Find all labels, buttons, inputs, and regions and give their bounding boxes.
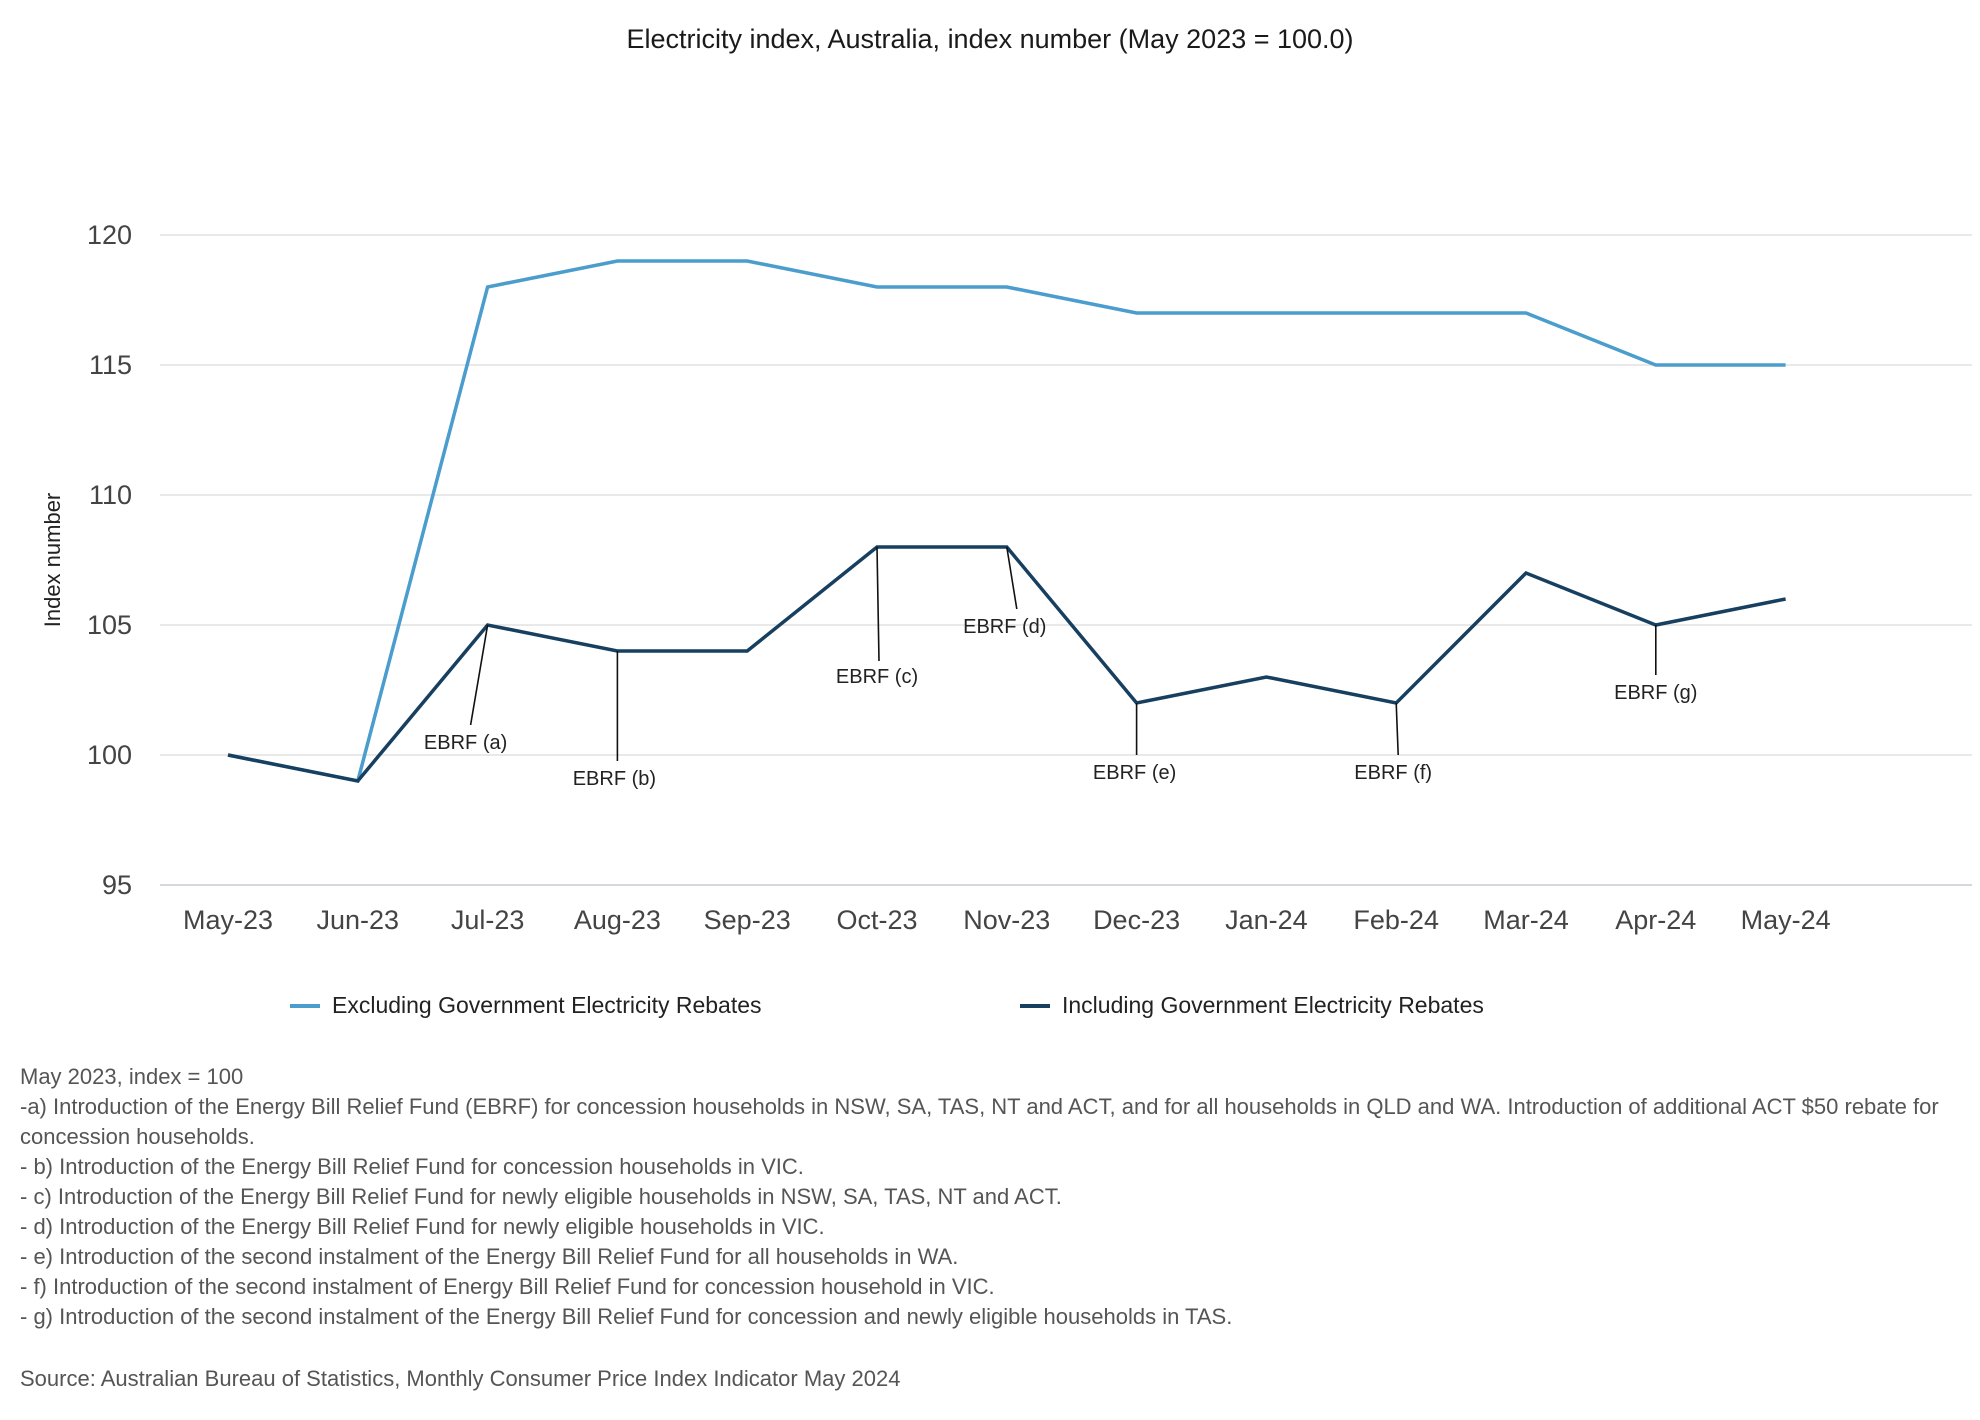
legend-item-excluding[interactable]: Excluding Government Electricity Rebates	[290, 992, 762, 1019]
footnotes: May 2023, index = 100 -a) Introduction o…	[20, 1062, 1960, 1332]
x-tick-label: Mar-24	[1483, 905, 1569, 935]
y-tick-label: 105	[87, 610, 132, 640]
annotation-leader	[469, 624, 489, 726]
x-tick-label: Aug-23	[574, 905, 661, 935]
legend-item-including[interactable]: Including Government Electricity Rebates	[1020, 992, 1484, 1019]
x-tick-label: Jun-23	[317, 905, 400, 935]
x-tick-label: May-23	[183, 905, 273, 935]
axes: 95 100 105 110 115 120 May-23 Jun-23 Jul-23 Aug-2…	[40, 220, 1972, 935]
y-axis-title: Index number	[40, 493, 65, 628]
x-tick-label: Feb-24	[1353, 905, 1439, 935]
note-line: May 2023, index = 100	[20, 1064, 244, 1089]
annotation-label: EBRF (d)	[963, 616, 1046, 638]
note-line: - e) Introduction of the second instalme…	[20, 1244, 959, 1269]
legend: Excluding Government Electricity Rebates…	[0, 992, 1980, 1028]
x-tick-label: Sep-23	[704, 905, 791, 935]
y-tick-label: 100	[87, 740, 132, 770]
annotations: EBRF (a) EBRF (b) EBRF (c) EBRF (d) EBRF (e)…	[424, 546, 1697, 790]
x-tick-label: Dec-23	[1093, 905, 1180, 935]
y-tick-label: 110	[89, 480, 132, 510]
annotation-leader	[1395, 702, 1399, 756]
x-tick-label: Apr-24	[1615, 905, 1696, 935]
line-chart: 95 100 105 110 115 120 May-23 Jun-23 Jul-23 Aug-2…	[40, 220, 1972, 935]
legend-swatch-excluding	[290, 1003, 320, 1008]
series	[227, 259, 1786, 784]
source-note: Source: Australian Bureau of Statistics,…	[20, 1366, 901, 1391]
note-line: - f) Introduction of the second instalme…	[20, 1274, 995, 1299]
annotation-leader	[1006, 546, 1018, 610]
annotation-leader	[876, 546, 880, 662]
note-line: - c) Introduction of the Energy Bill Rel…	[20, 1184, 1062, 1209]
y-tick-label: 115	[89, 350, 132, 380]
note-line: - g) Introduction of the second instalme…	[20, 1304, 1233, 1329]
legend-label-including: Including Government Electricity Rebates	[1062, 992, 1484, 1018]
x-tick-label: May-24	[1741, 905, 1831, 935]
gridlines	[160, 234, 1972, 756]
x-tick-label: Jan-24	[1225, 905, 1308, 935]
y-tick-label: 120	[87, 220, 132, 250]
annotation-label: EBRF (g)	[1614, 682, 1697, 704]
x-tick-label: Jul-23	[451, 905, 525, 935]
series-line-excluding	[227, 259, 1786, 784]
note-line: - d) Introduction of the Energy Bill Rel…	[20, 1214, 825, 1239]
legend-label-excluding: Excluding Government Electricity Rebates	[332, 992, 762, 1018]
note-line: - b) Introduction of the Energy Bill Rel…	[20, 1154, 804, 1179]
annotation-label: EBRF (b)	[573, 768, 656, 790]
note-line: -a) Introduction of the Energy Bill Reli…	[20, 1094, 1945, 1149]
annotation-label: EBRF (f)	[1354, 762, 1432, 784]
annotation-label: EBRF (e)	[1093, 762, 1176, 784]
annotation-label: EBRF (a)	[424, 732, 507, 754]
annotation-label: EBRF (c)	[836, 666, 918, 688]
legend-swatch-including	[1020, 1003, 1050, 1008]
y-tick-label: 95	[102, 870, 132, 900]
chart-title: Electricity index, Australia, index numb…	[626, 24, 1354, 54]
x-tick-label: Nov-23	[963, 905, 1050, 935]
x-tick-label: Oct-23	[836, 905, 917, 935]
